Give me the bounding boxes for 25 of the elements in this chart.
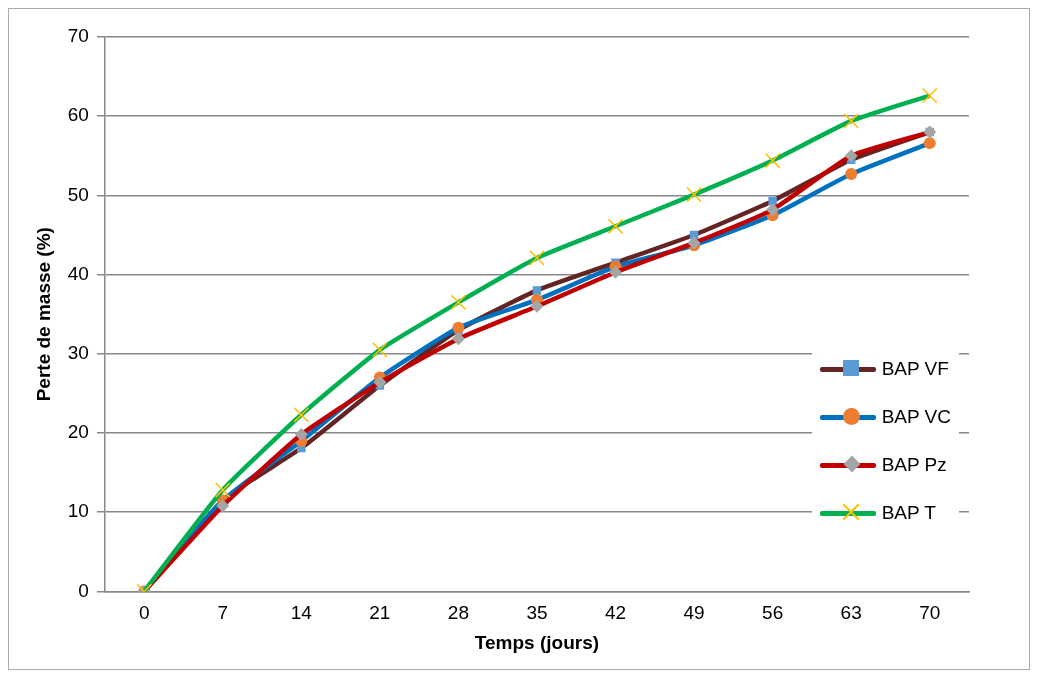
legend-label: BAP VF bbox=[881, 358, 949, 380]
legend-label: BAP T bbox=[881, 502, 936, 524]
x-tick-label: 28 bbox=[447, 602, 469, 624]
y-axis-title: Perte de masse (%) bbox=[32, 227, 54, 402]
y-tick-label: 60 bbox=[67, 104, 89, 126]
legend-label: BAP VC bbox=[881, 406, 951, 428]
x-tick-label: 56 bbox=[762, 602, 784, 624]
y-tick-label: 10 bbox=[67, 500, 89, 522]
x-tick-label: 7 bbox=[217, 602, 229, 624]
x-tick-label: 63 bbox=[840, 602, 862, 624]
x-tick-label: 70 bbox=[919, 602, 941, 624]
y-tick-label: 70 bbox=[67, 25, 89, 47]
x-tick-label: 21 bbox=[369, 602, 391, 624]
x-axis-title: Temps (jours) bbox=[474, 631, 600, 653]
legend-label: BAP Pz bbox=[881, 454, 947, 476]
x-tick-label: 49 bbox=[683, 602, 705, 624]
x-tick-label: 14 bbox=[290, 602, 313, 624]
x-tick-label: 35 bbox=[526, 602, 548, 624]
y-tick-label: 50 bbox=[67, 183, 89, 205]
y-tick-label: 30 bbox=[67, 342, 89, 364]
x-tick-label: 42 bbox=[604, 602, 627, 624]
y-tick-label: 0 bbox=[78, 579, 89, 601]
y-tick-label: 20 bbox=[67, 421, 89, 443]
y-tick-label: 40 bbox=[67, 262, 89, 284]
x-tick-label: 0 bbox=[138, 602, 150, 624]
